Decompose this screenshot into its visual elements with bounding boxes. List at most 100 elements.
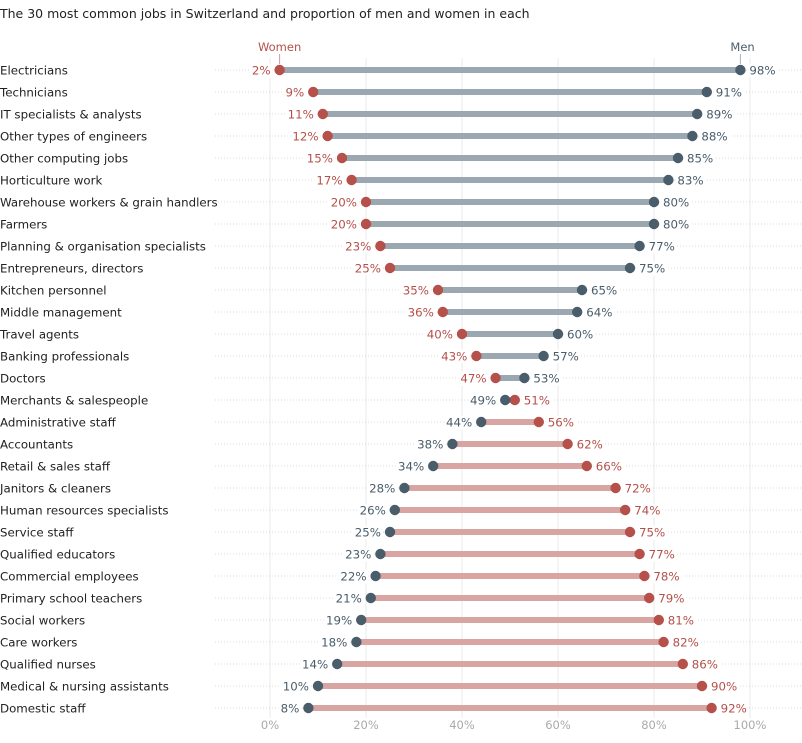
category-label: Horticulture work <box>0 174 102 188</box>
women-value-label: 43% <box>441 350 467 364</box>
men-value-label: 34% <box>398 460 424 474</box>
label-backing <box>333 591 364 606</box>
men-dot <box>375 548 386 560</box>
category-label: Service staff <box>0 526 74 540</box>
category-label: Care workers <box>0 636 77 650</box>
label-backing <box>670 635 701 650</box>
category-label: Planning & organisation specialists <box>0 240 206 254</box>
men-dot <box>332 658 343 670</box>
label-backing <box>574 437 605 452</box>
men-dot <box>519 372 530 384</box>
label-backing <box>439 349 470 364</box>
label-backing <box>343 239 374 254</box>
label-backing <box>367 481 398 496</box>
category-label: Electricians <box>0 64 68 78</box>
women-dot <box>639 570 650 582</box>
women-value-label: 78% <box>653 570 679 584</box>
men-value-label: 75% <box>639 262 665 276</box>
category-label: Middle management <box>0 306 122 320</box>
category-label: Farmers <box>0 218 47 232</box>
label-backing <box>415 437 446 452</box>
category-label: Domestic staff <box>0 702 86 716</box>
label-backing <box>458 371 489 386</box>
women-dot <box>677 658 688 670</box>
men-dot <box>648 218 660 230</box>
category-label: Merchants & salespeople <box>0 394 148 408</box>
label-backing <box>405 305 436 320</box>
men-dot <box>356 614 367 626</box>
label-backing <box>637 525 668 540</box>
label-backing <box>400 283 431 298</box>
x-tick-label: 20% <box>353 718 379 732</box>
men-value-label: 23% <box>345 548 371 562</box>
men-value-label: 53% <box>533 372 559 386</box>
label-backing <box>747 63 778 78</box>
women-dot <box>490 372 501 384</box>
men-dot <box>624 262 636 274</box>
x-tick-label: 40% <box>449 718 475 732</box>
label-backing <box>328 195 359 210</box>
women-dot <box>610 482 621 494</box>
category-label: IT specialists & analysts <box>0 108 142 122</box>
women-dot <box>274 64 285 76</box>
women-dot <box>533 416 544 428</box>
women-value-label: 66% <box>596 460 622 474</box>
men-value-label: 91% <box>716 86 742 100</box>
women-dot <box>706 702 717 714</box>
women-value-label: 36% <box>408 306 434 320</box>
women-dot <box>322 130 333 142</box>
women-value-label: 81% <box>668 614 694 628</box>
label-backing <box>357 503 388 518</box>
label-backing <box>632 503 663 518</box>
men-dot <box>389 504 400 516</box>
men-value-label: 49% <box>470 394 496 408</box>
category-label: Administrative staff <box>0 416 117 430</box>
x-tick-label: 80% <box>641 718 667 732</box>
women-dot <box>658 636 669 648</box>
labels: Electricians 2% 98% Technicians 9% 91% IT spec… <box>0 63 778 716</box>
men-dot <box>447 438 458 450</box>
men-dot <box>384 526 396 538</box>
men-dot <box>370 570 381 582</box>
category-label: Kitchen personnel <box>0 284 107 298</box>
category-label: Qualified educators <box>0 548 115 562</box>
men-dot <box>303 702 314 714</box>
grid-lines <box>269 58 751 718</box>
men-dot <box>312 680 324 692</box>
category-label: Warehouse workers & grain handlers <box>0 196 218 210</box>
women-value-label: 17% <box>316 174 342 188</box>
legend: Women Men <box>258 40 755 64</box>
women-value-label: 86% <box>692 658 718 672</box>
men-dot <box>634 240 645 252</box>
label-backing <box>656 591 687 606</box>
men-value-label: 44% <box>446 416 472 430</box>
label-backing <box>338 569 369 584</box>
women-value-label: 90% <box>711 680 737 694</box>
label-backing <box>685 151 716 166</box>
women-dot <box>384 262 396 274</box>
x-tick-label: 0% <box>261 718 279 732</box>
women-dot <box>346 174 357 186</box>
label-backing <box>665 613 697 628</box>
men-value-label: 25% <box>355 526 381 540</box>
label-backing <box>661 195 692 210</box>
women-value-label: 20% <box>331 196 357 210</box>
women-dot <box>437 306 448 318</box>
women-value-label: 51% <box>524 394 550 408</box>
category-label: Doctors <box>0 372 46 386</box>
category-label: Accountants <box>0 438 73 452</box>
men-dot <box>572 306 583 318</box>
category-label: Commercial employees <box>0 570 139 584</box>
women-dot <box>375 240 386 252</box>
category-label: Social workers <box>0 614 85 628</box>
men-dot <box>701 86 712 98</box>
men-dot <box>648 196 660 208</box>
men-value-label: 64% <box>586 306 612 320</box>
category-label: Travel agents <box>0 328 79 342</box>
category-label: Human resources specialists <box>0 504 169 518</box>
category-label: Banking professionals <box>0 350 129 364</box>
label-backing <box>565 327 596 342</box>
men-dot <box>687 130 698 142</box>
x-axis-ticks: 0% 20% 40% 60% 80% 100% <box>261 718 767 732</box>
women-value-label: 77% <box>649 548 675 562</box>
